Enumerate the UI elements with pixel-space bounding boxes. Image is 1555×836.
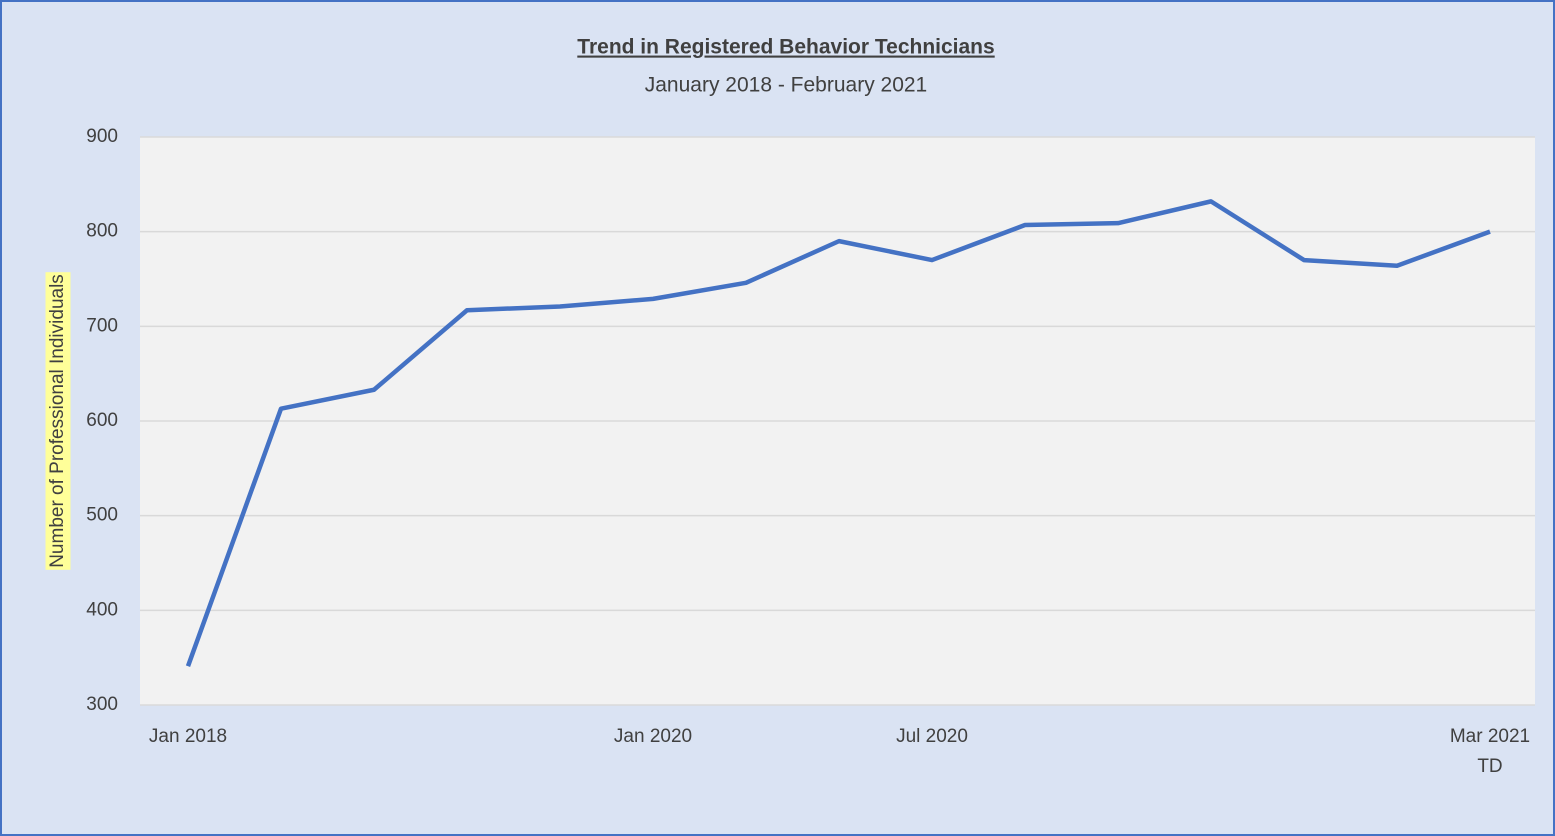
y-tick-label: 400 <box>86 599 118 620</box>
y-tick-label: 900 <box>86 126 118 147</box>
x-tick-label: Jan 2020 <box>613 726 693 747</box>
x-tick-label: Mar 2021 TD <box>1449 726 1531 777</box>
y-tick-label: 300 <box>86 694 118 715</box>
chart-subtitle: January 2018 - February 2021 <box>645 74 928 97</box>
y-tick-label: 700 <box>86 315 118 336</box>
x-tick-label: Jul 2020 <box>896 726 968 747</box>
line-series <box>185 199 1491 667</box>
y-label-highlight <box>45 272 71 570</box>
y-axis-label: Number of Professional Individuals <box>47 274 68 568</box>
y-tick-label: 600 <box>86 410 118 431</box>
chart-title: Trend in Registered Behavior Technicians <box>577 36 994 59</box>
y-tick-label: 500 <box>86 505 118 526</box>
y-tick-label: 800 <box>86 221 118 242</box>
x-tick-label: Jan 2018 <box>148 726 228 747</box>
